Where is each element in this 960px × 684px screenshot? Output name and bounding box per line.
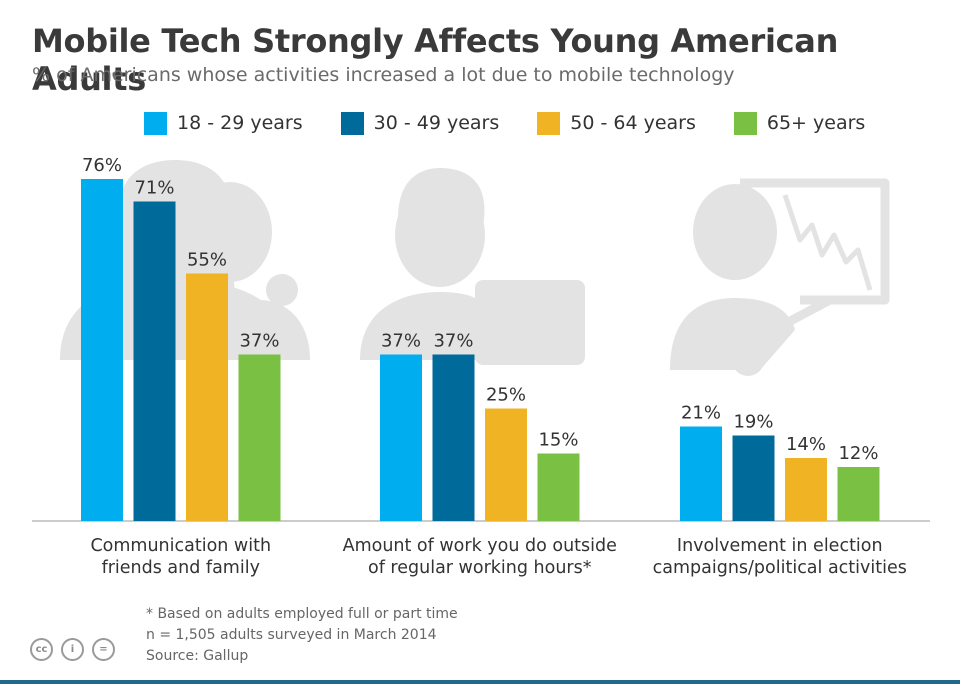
- bar-2-series-4: [537, 453, 580, 521]
- value-label-1-series-4: 37%: [239, 331, 279, 352]
- bar-1-series-4: [238, 354, 281, 521]
- value-label-1-series-3: 55%: [187, 250, 227, 271]
- legend-label-50-64: 50 - 64 years: [570, 112, 696, 134]
- value-label-3-series-4: 12%: [838, 443, 878, 464]
- value-label-3-series-2: 19%: [733, 412, 773, 433]
- footnotes: * Based on adults employed full or part …: [146, 604, 458, 667]
- legend-swatch-18-29: [144, 111, 167, 135]
- category-labels-layer: Communication with friends and family Amou…: [90, 536, 906, 578]
- value-label-2-series-2: 37%: [433, 331, 473, 352]
- bar-1-series-2: [133, 201, 176, 521]
- value-label-1-series-2: 71%: [134, 178, 174, 199]
- chart-subtitle: % of Americans whose activities increase…: [32, 64, 735, 86]
- presenter-icon: [670, 178, 890, 376]
- value-labels-layer: 76% 71% 55% 37% 37% 37% 25% 15% 21% 19% 14% 12%: [82, 155, 879, 464]
- footnote-source: Source: Gallup: [146, 648, 249, 664]
- bottom-rule: [0, 680, 960, 684]
- category-label-3: Involvement in election campaigns/politic…: [653, 536, 907, 578]
- bar-3-series-1: [680, 426, 722, 521]
- attribution-icon: i: [61, 638, 84, 661]
- bar-3-series-4: [837, 467, 880, 521]
- value-label-2-series-3: 25%: [486, 385, 526, 406]
- legend-label-30-49: 30 - 49 years: [373, 112, 500, 134]
- license-icons: cc i =: [30, 638, 123, 661]
- value-label-3-series-1: 21%: [681, 403, 721, 424]
- bar-3-series-3: [785, 458, 827, 521]
- bar-1-series-3: [186, 273, 228, 521]
- value-label-2-series-4: 15%: [538, 430, 578, 451]
- legend-swatch-30-49: [340, 111, 364, 135]
- legend-item-50-64: 50 - 64 years: [537, 111, 696, 135]
- laptop-user-icon: [360, 168, 585, 365]
- category-label-2: Amount of work you do outside of regular …: [343, 536, 617, 578]
- value-label-3-series-3: 14%: [786, 434, 826, 455]
- bar-chart: 76% 71% 55% 37% 37% 37% 25% 15% 21% 19% 14% 12% Com…: [32, 155, 930, 578]
- legend-item-65-plus: 65+ years: [733, 111, 866, 135]
- legend: 18 - 29 years 30 - 49 years 50 - 64 year…: [144, 110, 903, 136]
- bar-2-series-1: [380, 354, 422, 521]
- footnote-sample: n = 1,505 adults surveyed in March 2014: [146, 627, 437, 643]
- legend-item-30-49: 30 - 49 years: [340, 111, 500, 135]
- legend-label-18-29: 18 - 29 years: [177, 112, 303, 134]
- legend-swatch-50-64: [537, 111, 561, 135]
- value-label-2-series-1: 37%: [381, 331, 421, 352]
- footnote-employment: * Based on adults employed full or part …: [146, 606, 458, 622]
- bar-1-series-1: [81, 179, 123, 521]
- chart-title: Mobile Tech Strongly Affects Young Ameri…: [32, 22, 839, 98]
- legend-item-18-29: 18 - 29 years: [144, 111, 303, 135]
- cc-icon: cc: [30, 638, 53, 661]
- value-label-1-series-1: 76%: [82, 155, 122, 176]
- bar-2-series-2: [432, 354, 475, 521]
- person-ponytail-icon: [188, 182, 310, 360]
- legend-swatch-65-plus: [733, 111, 757, 135]
- category-label-1: Communication with friends and family: [90, 536, 271, 578]
- no-derivatives-icon: =: [92, 638, 115, 661]
- legend-label-65-plus: 65+ years: [766, 112, 866, 134]
- bars-layer: [81, 179, 880, 521]
- bar-2-series-3: [485, 408, 527, 521]
- bar-3-series-2: [732, 435, 775, 521]
